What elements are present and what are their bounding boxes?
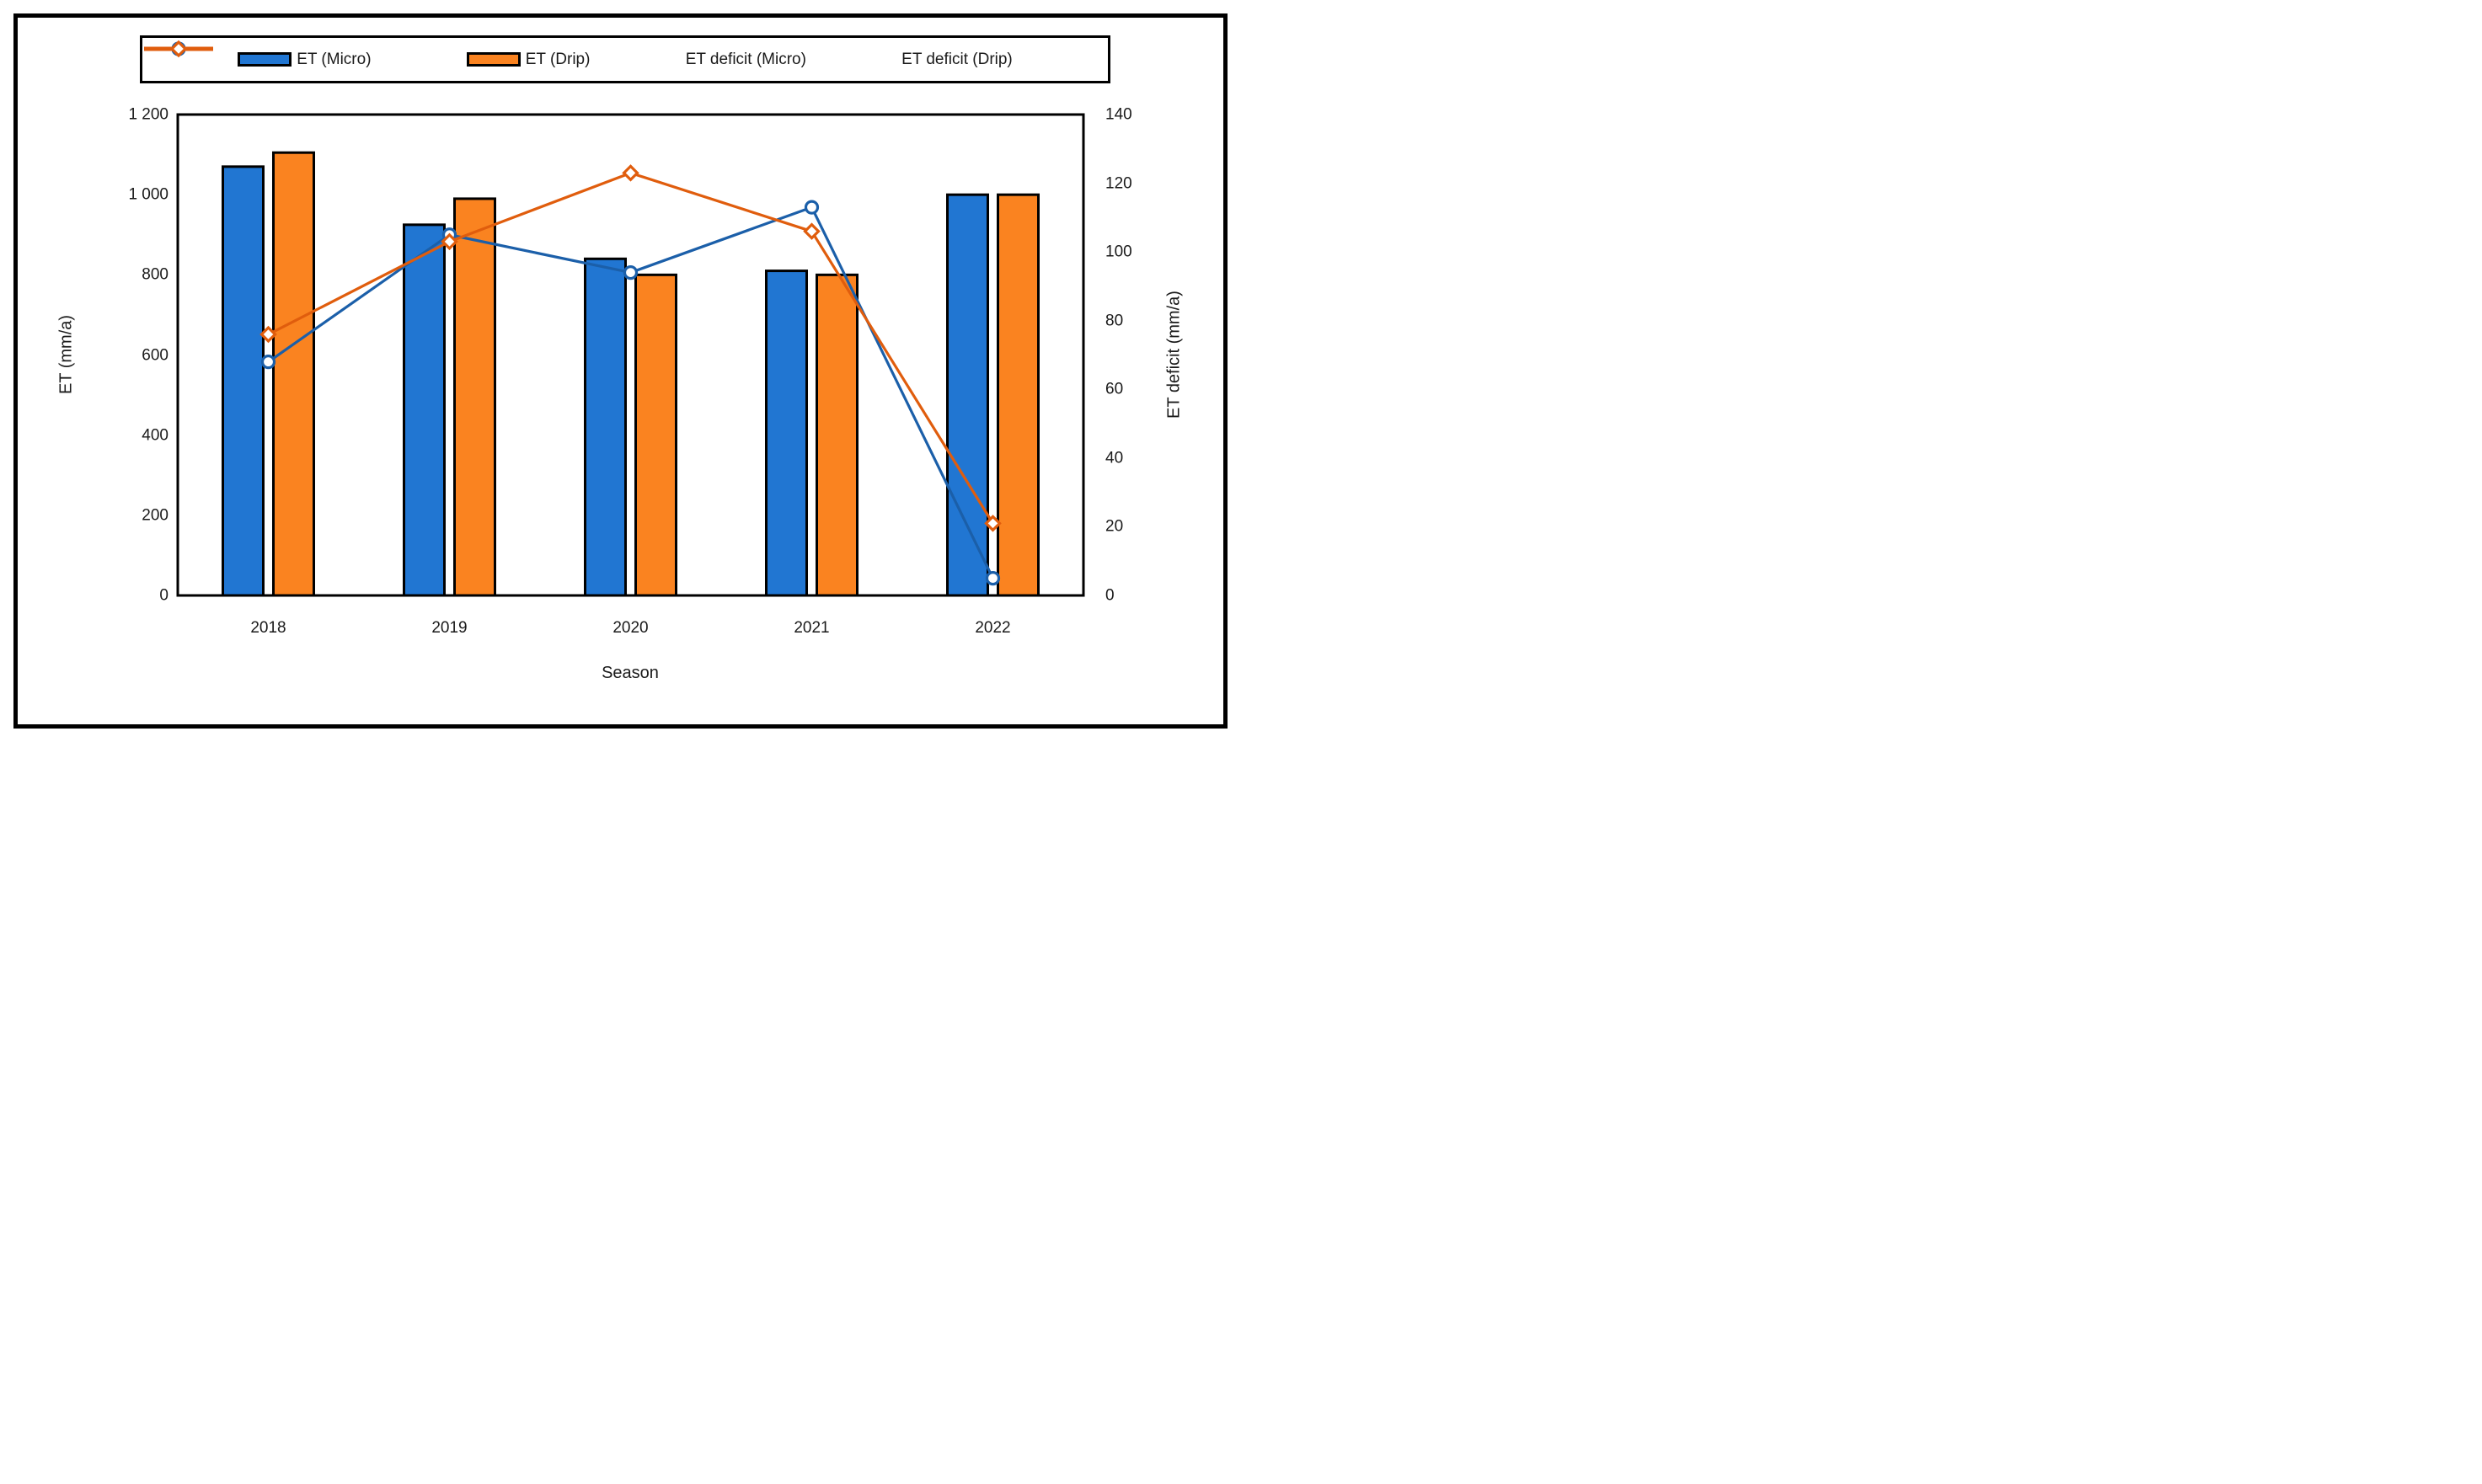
bar-et--micro--2019 [403,223,446,597]
legend: ET (Micro) ET (Drip) ET deficit (Micro) … [140,35,1110,83]
left-tick-1 200: 1 200 [128,105,168,124]
right-tick-80: 80 [1105,312,1124,330]
circle-marker-2020 [623,265,639,280]
et-drip-bar-swatch-icon [466,52,521,67]
legend-item-et-deficit-micro: ET deficit (Micro) [144,41,806,69]
left-axis-title: ET (mm/a) [56,314,76,395]
circle-marker-2022 [985,571,1001,586]
bar-et--drip--2018 [272,151,315,597]
diamond-marker-2018 [259,325,277,344]
legend-diamond-marker-icon [169,40,188,58]
bar-et--drip--2020 [634,273,677,597]
legend-label-et-deficit-micro: ET deficit (Micro) [685,50,806,68]
circle-marker-2018 [260,355,276,370]
right-tick-140: 140 [1105,105,1132,124]
bar-et--drip--2019 [453,197,496,597]
et-deficit-drip-line-swatch-icon [144,40,213,58]
right-tick-100: 100 [1105,243,1132,261]
bar-et--drip--2022 [997,193,1040,597]
right-tick-60: 60 [1105,380,1124,398]
left-tick-0: 0 [159,586,168,605]
chart-page: ET (Micro) ET (Drip) ET deficit (Micro) … [0,0,1241,742]
diamond-marker-2021 [803,222,821,240]
legend-item-et-drip: ET (Drip) [466,50,591,69]
left-tick-800: 800 [142,265,168,284]
legend-label-et-drip: ET (Drip) [525,50,591,68]
x-tick-2022: 2022 [975,619,1011,637]
bar-et--micro--2022 [946,193,989,597]
right-tick-0: 0 [1105,586,1115,605]
legend-item-et-micro: ET (Micro) [238,50,372,69]
x-axis-title: Season [602,664,659,682]
et-micro-bar-swatch-icon [238,52,292,67]
circle-marker-2021 [804,200,820,215]
left-tick-1 000: 1 000 [128,185,168,204]
right-tick-20: 20 [1105,517,1124,536]
bar-et--micro--2020 [584,257,627,597]
x-tick-2021: 2021 [794,619,830,637]
legend-label-et-micro: ET (Micro) [297,50,372,68]
bar-et--micro--2018 [222,165,265,597]
right-axis-title: ET deficit (mm/a) [1164,291,1184,419]
bar-et--micro--2021 [765,270,808,597]
right-tick-40: 40 [1105,449,1124,467]
left-tick-200: 200 [142,506,168,525]
bar-et--drip--2021 [816,273,859,597]
x-tick-2020: 2020 [612,619,649,637]
diamond-marker-2022 [984,515,1002,532]
x-tick-2018: 2018 [250,619,286,637]
diamond-marker-2019 [441,232,458,251]
legend-label-et-deficit-drip: ET deficit (Drip) [901,50,1013,68]
legend-item-et-deficit-drip: ET deficit (Drip) [144,40,1013,69]
left-tick-600: 600 [142,346,168,364]
chart-outer-border [13,13,1228,729]
right-tick-120: 120 [1105,174,1132,193]
plot-border [176,113,1085,597]
plot-area [176,113,1085,597]
x-tick-2019: 2019 [431,619,468,637]
left-tick-400: 400 [142,426,168,445]
diamond-marker-2020 [622,164,639,182]
